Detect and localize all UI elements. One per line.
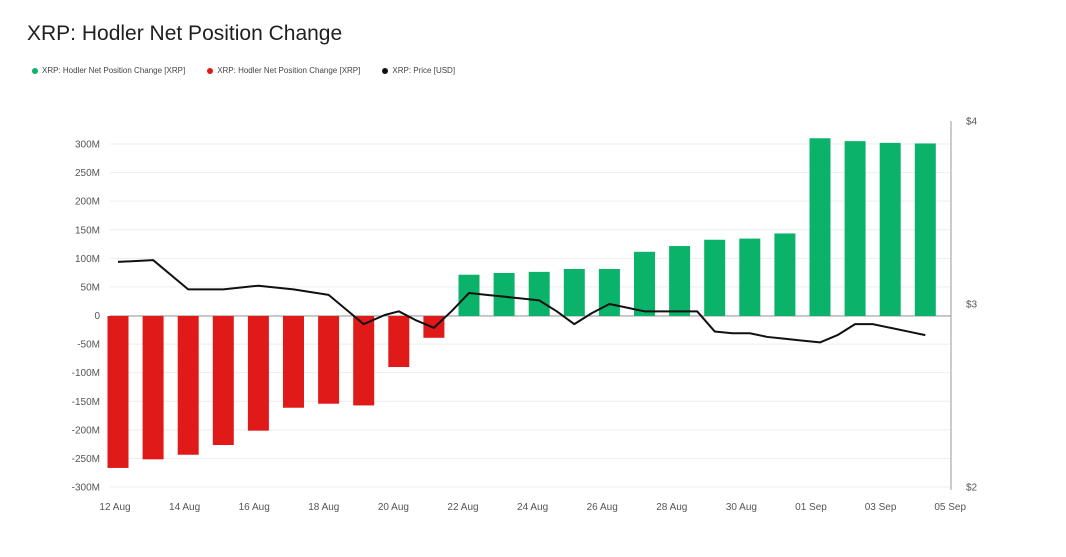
y2-tick-label: $4 — [966, 117, 978, 128]
bar — [388, 316, 410, 368]
y-tick-label: 300M — [75, 140, 100, 151]
x-tick-label: 30 Aug — [726, 502, 757, 513]
x-tick-label: 28 Aug — [656, 502, 687, 513]
bar — [107, 316, 129, 468]
legend-item-negative[interactable]: XRP: Hodler Net Position Change [XRP] — [207, 66, 360, 75]
y-tick-label: 100M — [75, 254, 100, 265]
price-line — [117, 259, 926, 344]
bar — [528, 271, 550, 316]
y-tick-label: 50M — [81, 282, 100, 293]
legend-swatch-green — [32, 67, 38, 74]
y-tick-label: -300M — [72, 483, 100, 494]
x-tick-label: 24 Aug — [517, 502, 548, 513]
legend-item-positive[interactable]: XRP: Hodler Net Position Change [XRP] — [32, 66, 185, 75]
bar — [739, 238, 761, 316]
bar — [914, 143, 936, 316]
y-tick-label: -100M — [72, 368, 100, 379]
x-tick-label: 22 Aug — [447, 502, 478, 513]
bar — [634, 251, 655, 316]
x-tick-label: 16 Aug — [239, 502, 270, 513]
y-tick-label: -200M — [72, 425, 100, 436]
legend-swatch-red — [207, 67, 214, 74]
y2-tick-label: $2 — [966, 483, 978, 494]
x-tick-label: 05 Sep — [934, 502, 966, 513]
bar — [247, 316, 269, 431]
bar — [669, 246, 691, 316]
y-tick-label: -150M — [72, 397, 100, 408]
bar — [704, 239, 726, 316]
bar — [493, 273, 515, 316]
legend-swatch-black — [382, 67, 389, 74]
y-tick-label: 150M — [75, 225, 100, 236]
x-tick-label: 14 Aug — [169, 502, 200, 513]
x-tick-label: 26 Aug — [587, 502, 618, 513]
y-tick-label: 250M — [75, 168, 100, 179]
bar — [879, 142, 901, 316]
y-tick-label: -250M — [72, 454, 100, 465]
x-tick-label: 01 Sep — [795, 502, 827, 513]
bar — [318, 316, 340, 404]
y2-tick-label: $3 — [966, 300, 978, 311]
bar — [353, 316, 375, 406]
bar — [283, 316, 304, 408]
legend-item-price[interactable]: XRP: Price [USD] — [382, 66, 455, 75]
legend-label: XRP: Hodler Net Position Change [XRP] — [217, 66, 361, 75]
bar — [844, 141, 866, 316]
x-tick-label: 12 Aug — [99, 502, 130, 513]
legend-label: XRP: Price [USD] — [392, 66, 456, 75]
legend: XRP: Hodler Net Position Change [XRP] XR… — [32, 66, 455, 75]
x-tick-label: 20 Aug — [378, 502, 409, 513]
bar — [177, 316, 199, 455]
bar — [458, 274, 480, 316]
legend-label: XRP: Hodler Net Position Change [XRP] — [42, 66, 186, 75]
y-tick-label: -50M — [77, 340, 100, 351]
bar — [809, 138, 831, 316]
bar — [142, 316, 164, 460]
bar — [212, 316, 234, 445]
bar — [774, 233, 796, 316]
y-tick-label: 200M — [75, 197, 100, 208]
chart-title: XRP: Hodler Net Position Change — [27, 22, 343, 45]
y-tick-label: 0 — [94, 311, 100, 322]
bar — [563, 268, 585, 316]
x-tick-label: 18 Aug — [308, 502, 339, 513]
x-tick-label: 03 Sep — [865, 502, 897, 513]
